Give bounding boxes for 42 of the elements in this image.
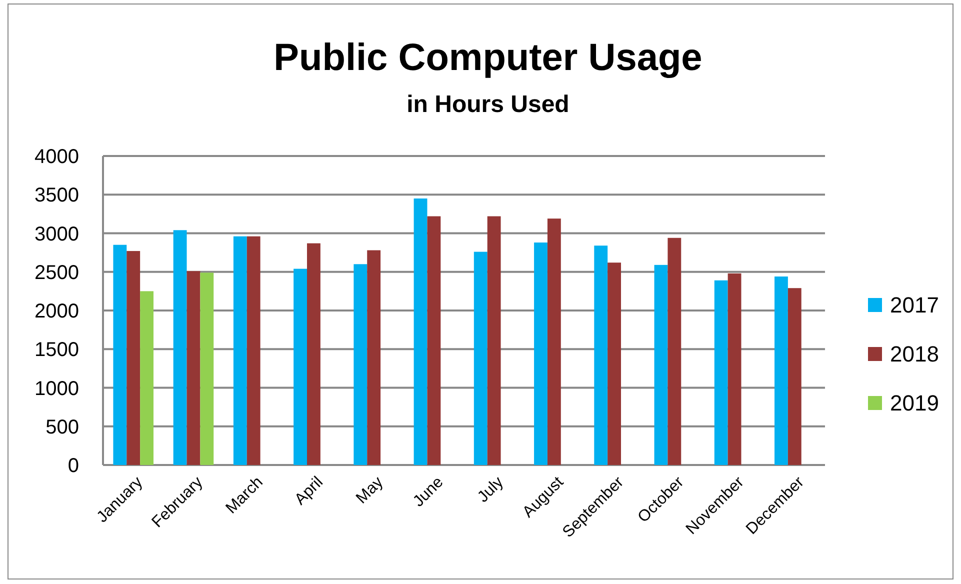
bar <box>547 218 561 465</box>
bar <box>534 242 548 465</box>
bar <box>113 244 127 465</box>
bar <box>233 236 247 465</box>
y-tick-label: 3500 <box>34 184 79 207</box>
bar <box>246 236 260 465</box>
bar <box>126 251 140 465</box>
bar <box>608 262 622 465</box>
y-tick-label: 3000 <box>34 223 79 246</box>
chart-subtitle: in Hours Used <box>406 91 570 118</box>
y-tick-label: 0 <box>68 455 79 477</box>
bar <box>714 280 728 465</box>
bar <box>427 216 441 465</box>
legend-label: 2019 <box>890 390 939 416</box>
bar <box>414 198 428 465</box>
bar <box>774 276 788 465</box>
bar <box>788 288 802 465</box>
x-tick-label: July <box>474 474 507 506</box>
bar <box>140 291 154 465</box>
legend-label: 2017 <box>890 292 939 318</box>
y-tick-label: 2500 <box>34 262 79 284</box>
y-tick-label: 500 <box>46 416 79 438</box>
bar <box>668 238 682 465</box>
y-tick-label: 4000 <box>34 146 79 168</box>
y-tick-label: 2000 <box>34 300 79 322</box>
chart-title: Public Computer Usage <box>274 37 702 79</box>
bar <box>173 230 187 465</box>
y-tick-label: 1500 <box>34 339 79 362</box>
x-tick-label: May <box>353 474 387 508</box>
bar <box>200 272 214 465</box>
bar <box>354 264 368 465</box>
bar <box>367 250 381 465</box>
bar <box>654 264 668 465</box>
bar <box>294 268 307 465</box>
bar <box>306 243 320 465</box>
bar <box>728 273 742 465</box>
y-tick-label: 1000 <box>34 378 79 400</box>
bar <box>186 271 200 465</box>
bar <box>487 216 501 465</box>
bar <box>594 246 608 465</box>
legend-label: 2018 <box>890 342 939 367</box>
bar <box>474 252 488 465</box>
